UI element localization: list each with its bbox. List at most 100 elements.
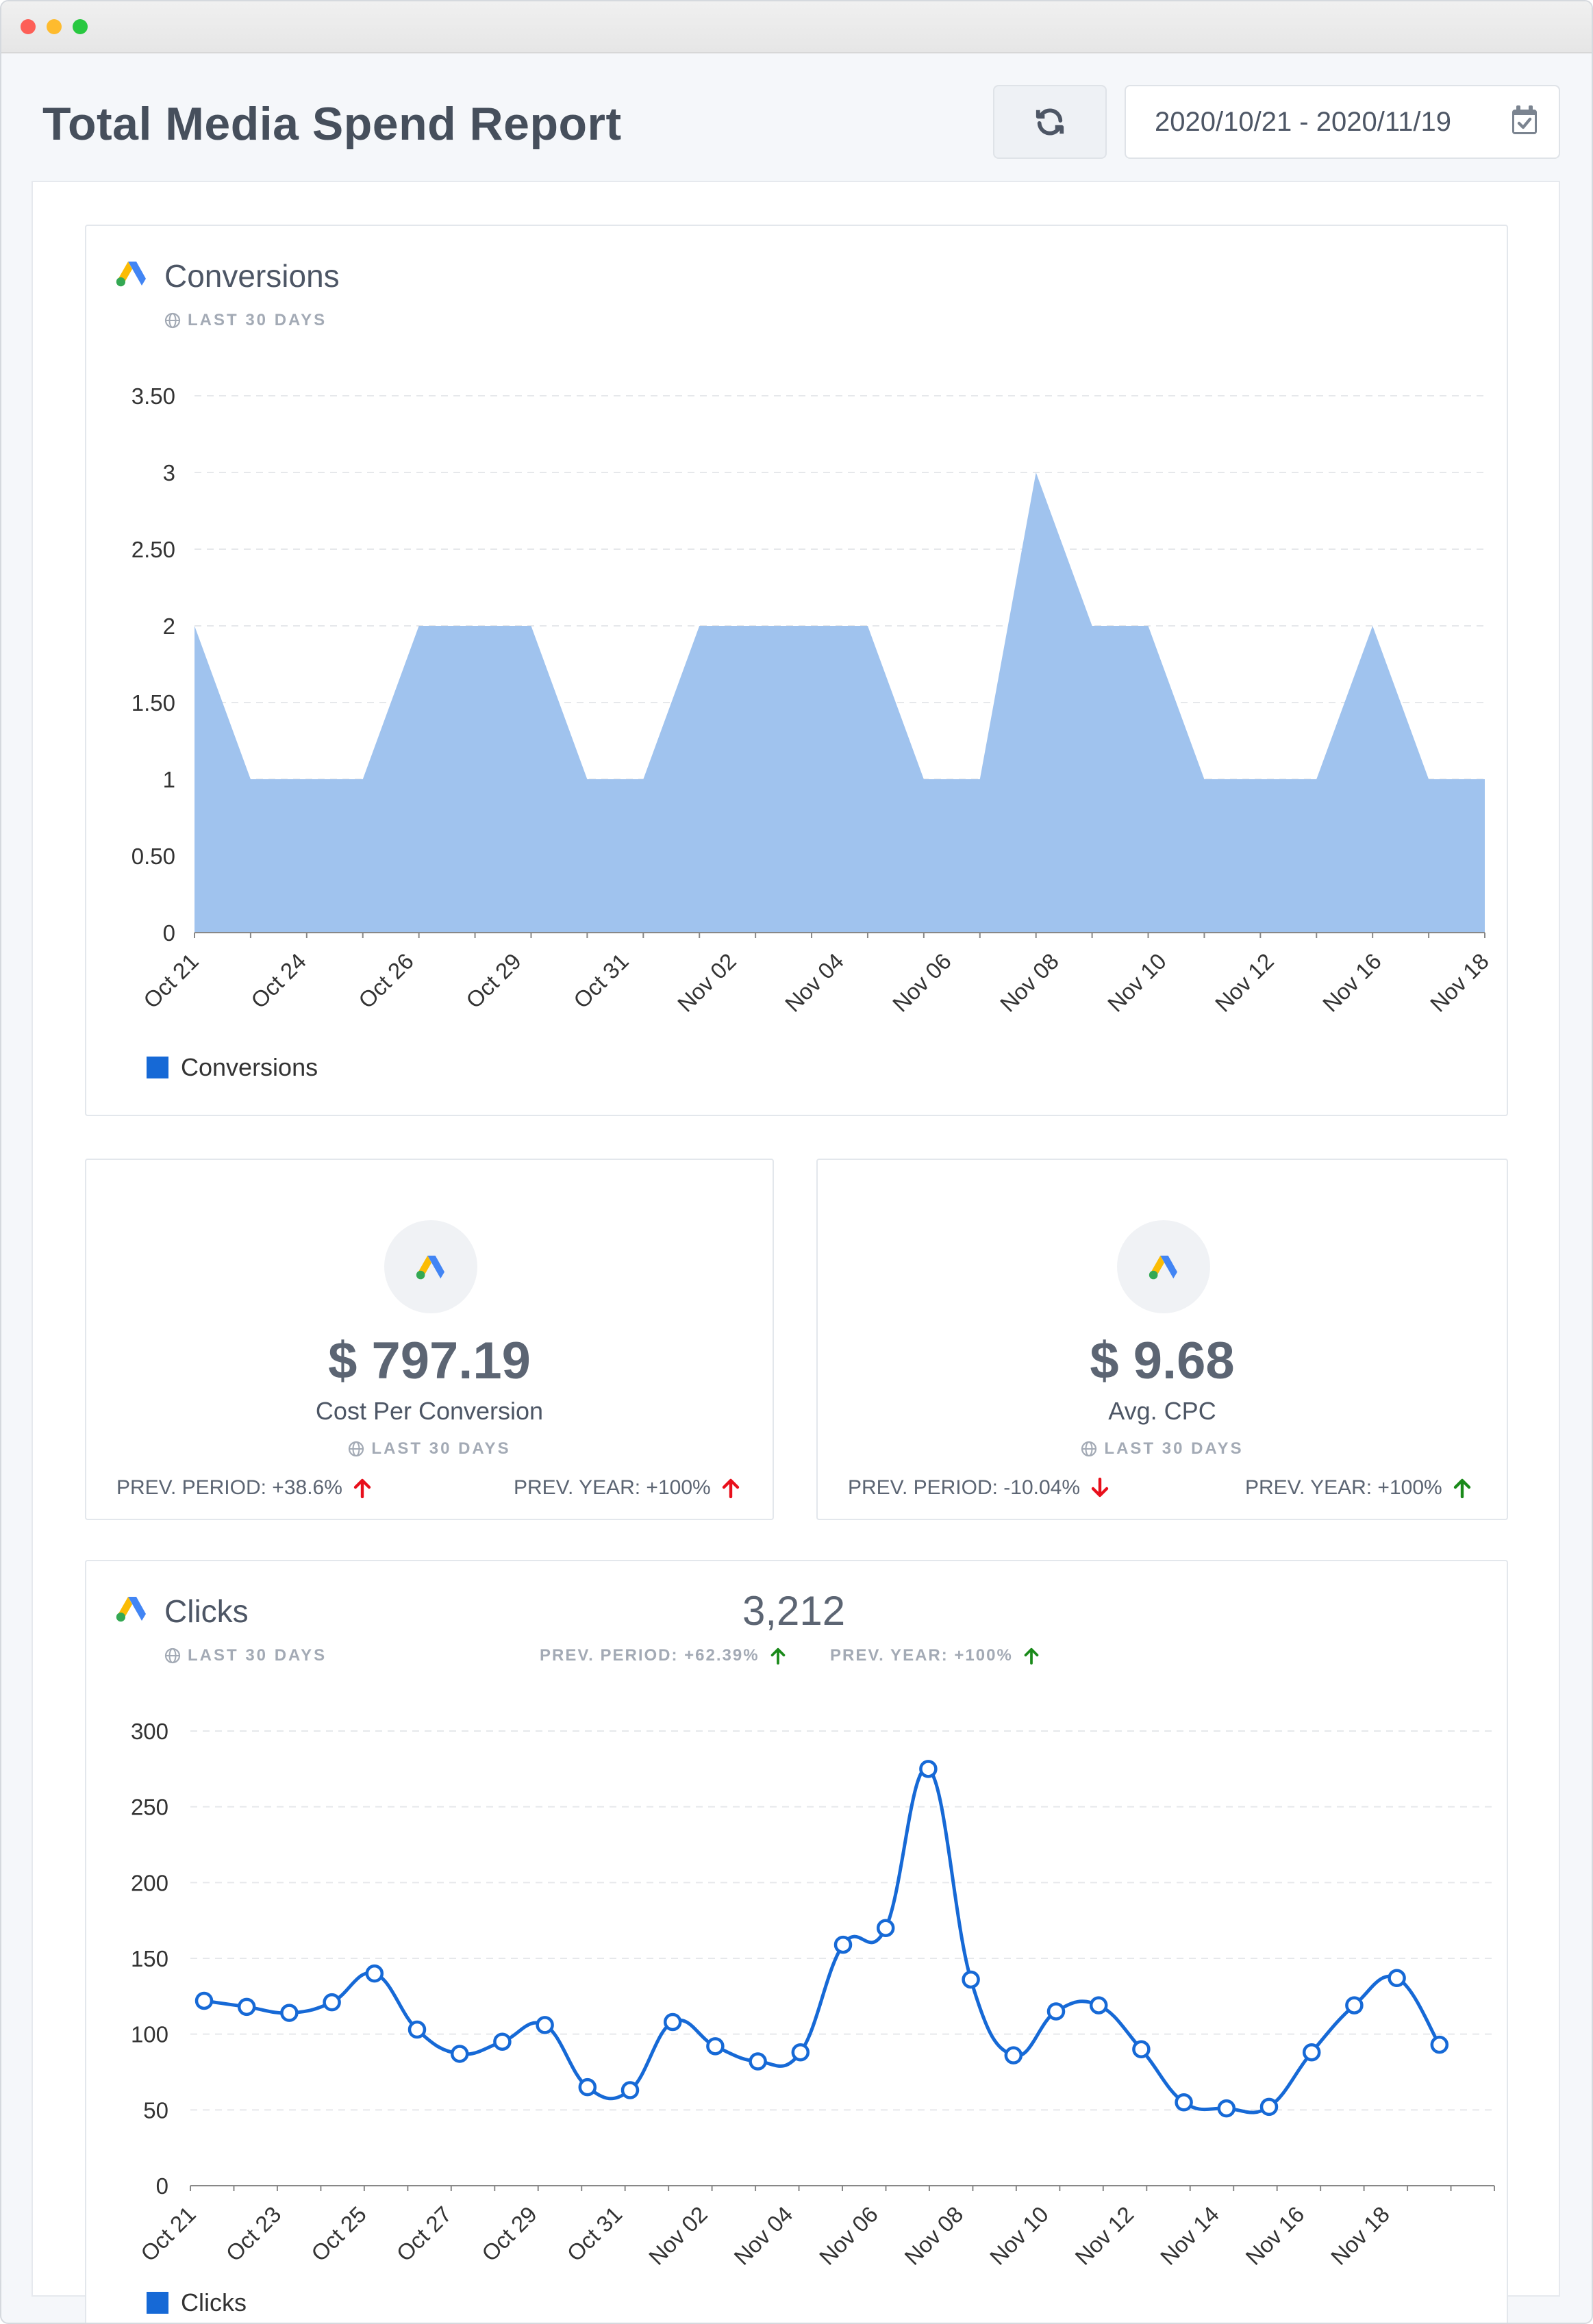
prev-year-change: PREV. YEAR: +100% (830, 1646, 1039, 1665)
x-tick-label: Oct 25 (306, 2201, 371, 2266)
chart-legend[interactable]: Conversions (147, 1053, 318, 1082)
legend-label: Clicks (181, 2288, 247, 2316)
refresh-icon (1036, 108, 1064, 136)
y-tick-label: 3.50 (131, 383, 175, 409)
legend-swatch (147, 2292, 168, 2314)
y-tick-label: 100 (131, 2022, 168, 2047)
kpi-label: Cost Per Conversion (315, 1397, 544, 1425)
data-point (323, 1993, 341, 2012)
data-point (1046, 2002, 1066, 2021)
globe-icon (1081, 1441, 1097, 1457)
refresh-button[interactable] (993, 85, 1107, 159)
data-point (1388, 1969, 1406, 1988)
y-tick-label: 2 (163, 614, 175, 639)
data-point (749, 2052, 767, 2071)
data-point (493, 2032, 512, 2051)
period-label: LAST 30 DAYS (164, 311, 327, 330)
x-tick-label: Nov 02 (644, 2201, 712, 2270)
trend-arrow-icon (770, 1647, 785, 1665)
y-tick-label: 250 (131, 1795, 168, 1820)
data-point (1217, 2099, 1236, 2118)
date-range-picker[interactable]: 2020/10/21 - 2020/11/19 (1125, 85, 1560, 159)
y-tick-label: 2.50 (131, 537, 175, 562)
x-tick-label: Nov 18 (1326, 2201, 1394, 2270)
globe-icon (164, 312, 181, 329)
y-tick-label: 1.50 (131, 690, 175, 716)
zoom-window-button[interactable] (73, 19, 88, 34)
kpi-icon-circle (384, 1220, 477, 1313)
kpi-value: $ 9.68 (1090, 1332, 1235, 1390)
period-label: LAST 30 DAYS (164, 1646, 327, 1665)
window-titlebar (1, 1, 1592, 53)
trend-arrow-icon (1024, 1647, 1039, 1665)
x-tick-label: Oct 31 (562, 2201, 627, 2266)
data-point (1302, 2043, 1321, 2062)
data-point (1430, 2035, 1449, 2054)
prev-period-text: PREV. PERIOD: +38.6% (116, 1476, 342, 1499)
y-tick-label: 1 (163, 767, 175, 792)
x-tick-label: Oct 21 (138, 948, 203, 1013)
minimize-window-button[interactable] (47, 19, 62, 34)
data-point (407, 2020, 427, 2039)
data-point (791, 2043, 810, 2062)
prev-period-text: PREV. PERIOD: -10.04% (848, 1476, 1081, 1499)
card-title: Clicks (164, 1593, 249, 1629)
date-range-text: 2020/10/21 - 2020/11/19 (1155, 107, 1451, 137)
data-point (1259, 2097, 1279, 2117)
x-tick-label: Nov 10 (1103, 948, 1171, 1017)
globe-icon (164, 1647, 181, 1664)
google-ads-logo (116, 1597, 146, 1622)
avg-cpc-card: $ 9.68 Avg. CPC LAST 30 DAYS PREV. PERIO… (816, 1159, 1508, 1520)
x-tick-label: Oct 31 (568, 948, 634, 1013)
data-point (663, 2012, 682, 2032)
conversions-chart: 0 0.50 1 1.50 2 2.50 3 3.50 Oct 21 Oct 24 Oct 26 Oc… (131, 383, 1494, 1017)
data-point (1345, 1996, 1364, 2014)
prev-period-change: PREV. PERIOD: +62.39% (540, 1646, 786, 1665)
y-tick-label: 0 (163, 920, 175, 946)
period-text: LAST 30 DAYS (188, 311, 327, 329)
cost-per-conversion-card: $ 797.19 Cost Per Conversion LAST 30 DAY… (85, 1159, 774, 1520)
data-point (1175, 2093, 1193, 2112)
x-tick-label: Nov 16 (1240, 2201, 1309, 2270)
data-point (578, 2077, 597, 2097)
report-page: Conversions LAST 30 DAYS 0 0.50 1 1.50 2 2.50… (32, 181, 1560, 2323)
prev-year-text: PREV. YEAR: +100% (1245, 1476, 1442, 1499)
prev-period-change: PREV. PERIOD: +38.6% (116, 1476, 371, 1500)
data-point (365, 1964, 384, 1983)
period-text: LAST 30 DAYS (371, 1439, 511, 1458)
y-tick-label: 50 (143, 2097, 168, 2123)
conversions-card: Conversions LAST 30 DAYS 0 0.50 1 1.50 2 2.50… (85, 225, 1508, 1116)
x-tick-label: Nov 06 (888, 948, 956, 1017)
x-tick-label: Nov 04 (729, 2201, 797, 2270)
prev-year-text: PREV. YEAR: +100% (830, 1646, 1013, 1665)
x-tick-label: Oct 23 (221, 2201, 286, 2266)
chart-legend[interactable]: Clicks (147, 2288, 247, 2317)
period-text: LAST 30 DAYS (188, 1646, 327, 1665)
y-tick-label: 150 (131, 1946, 168, 1971)
legend-swatch (147, 1057, 168, 1078)
globe-icon (349, 1441, 364, 1457)
y-tick-label: 200 (131, 1870, 168, 1895)
data-point (706, 2037, 725, 2056)
y-tick-label: 0.50 (131, 844, 175, 869)
y-tick-label: 0 (156, 2173, 168, 2199)
prev-year-change: PREV. YEAR: +100% (514, 1476, 740, 1500)
x-tick-label: Nov 04 (780, 948, 849, 1017)
calendar-check-icon (1512, 105, 1537, 134)
card-title: Conversions (164, 258, 340, 294)
legend-label: Conversions (181, 1053, 318, 1081)
x-tick-label: Nov 12 (1070, 2201, 1138, 2270)
kpi-icon-circle (1117, 1220, 1210, 1313)
trend-arrow-icon (353, 1478, 371, 1498)
close-window-button[interactable] (21, 19, 36, 34)
clicks-chart: 0 50 100 150 200 250 300 Oct 21 Oct 23 Oct 25 Oct … (131, 1719, 1495, 2270)
y-tick-label: 3 (163, 460, 175, 485)
clicks-card: Clicks LAST 30 DAYS 3,212 PREV. PERIOD: … (85, 1560, 1508, 2323)
data-point (450, 2045, 469, 2063)
y-tick-label: 300 (131, 1719, 168, 1744)
data-point (237, 1997, 256, 2017)
x-tick-label: Oct 26 (353, 948, 418, 1013)
google-ads-logo (416, 1255, 444, 1280)
x-tick-label: Oct 21 (136, 2201, 201, 2266)
